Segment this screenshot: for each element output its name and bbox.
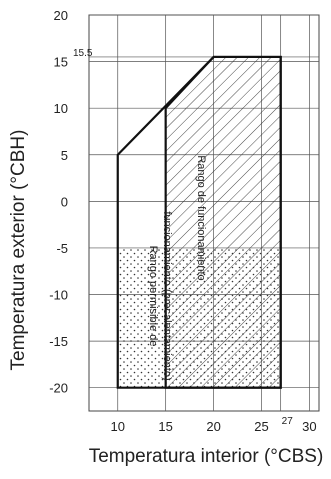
y-axis-title: Temperatura exterior (°CBH)	[8, 130, 29, 371]
region-label-permissible-line1: Rango permisible de	[147, 246, 159, 347]
y-tick-label: 5	[61, 148, 68, 163]
x-tick-label: 30	[302, 419, 316, 434]
x-axis-title: Temperatura interior (°CBS)	[89, 446, 324, 467]
y-extra-tick-label: 15.5	[73, 48, 93, 59]
y-tick-label: 15	[54, 55, 68, 70]
y-tick-label: 10	[54, 101, 68, 116]
x-tick-label: 25	[254, 419, 268, 434]
x-tick-label: 15	[158, 419, 172, 434]
y-tick-label: 0	[61, 194, 68, 209]
y-tick-label: 20	[54, 8, 68, 23]
region-label-operating: Rango de funcionamiento	[195, 155, 207, 280]
y-tick-label: -15	[49, 334, 68, 349]
x-tick-label: 20	[206, 419, 220, 434]
y-tick-label: -20	[49, 381, 68, 396]
x-extra-tick-label: 27	[282, 416, 294, 427]
x-tick-label: 10	[111, 419, 125, 434]
region-hatched-fill	[165, 56, 281, 388]
y-tick-label: -10	[49, 288, 68, 303]
region-label-permissible-line2: funcionamiento (precalentamiento)	[161, 211, 173, 380]
y-tick-label: -5	[56, 241, 68, 256]
region-operating-outline	[164, 55, 282, 389]
